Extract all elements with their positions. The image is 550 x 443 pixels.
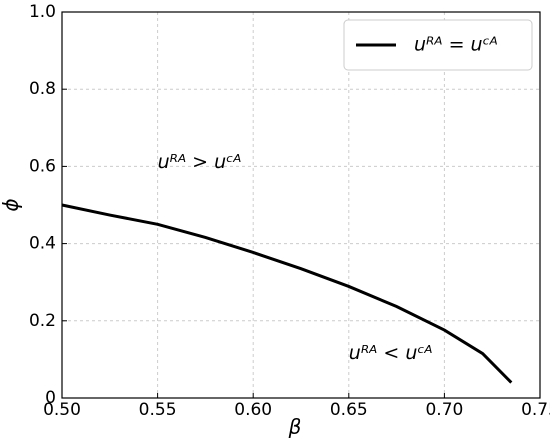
y-axis-label: ϕ [0,198,23,211]
x-tick-label: 0.60 [234,400,272,420]
line [61,203,513,384]
x-tick-label: 0.70 [425,400,463,420]
annotation: uᴿᴬ < uᶜᴬ [349,342,433,364]
y-tick-label: 0.6 [29,156,56,176]
y-tick-label: 0.8 [29,79,56,99]
y-tick-label: 0.2 [29,311,56,331]
y-tick-label: 0 [45,388,56,408]
annotation: uᴿᴬ > uᶜᴬ [158,151,242,173]
x-axis-label: β [288,415,302,439]
y-tick-label: 0.4 [29,234,56,254]
x-tick-label: 0.55 [139,400,177,420]
y-tick-label: 1.0 [29,2,56,22]
x-tick-label: 0.75 [521,400,550,420]
x-tick-label: 0.65 [330,400,368,420]
x-tick-label: 0.50 [43,400,81,420]
legend-box [343,19,533,71]
legend-label: uᴿᴬ = uᶜᴬ [414,34,498,56]
